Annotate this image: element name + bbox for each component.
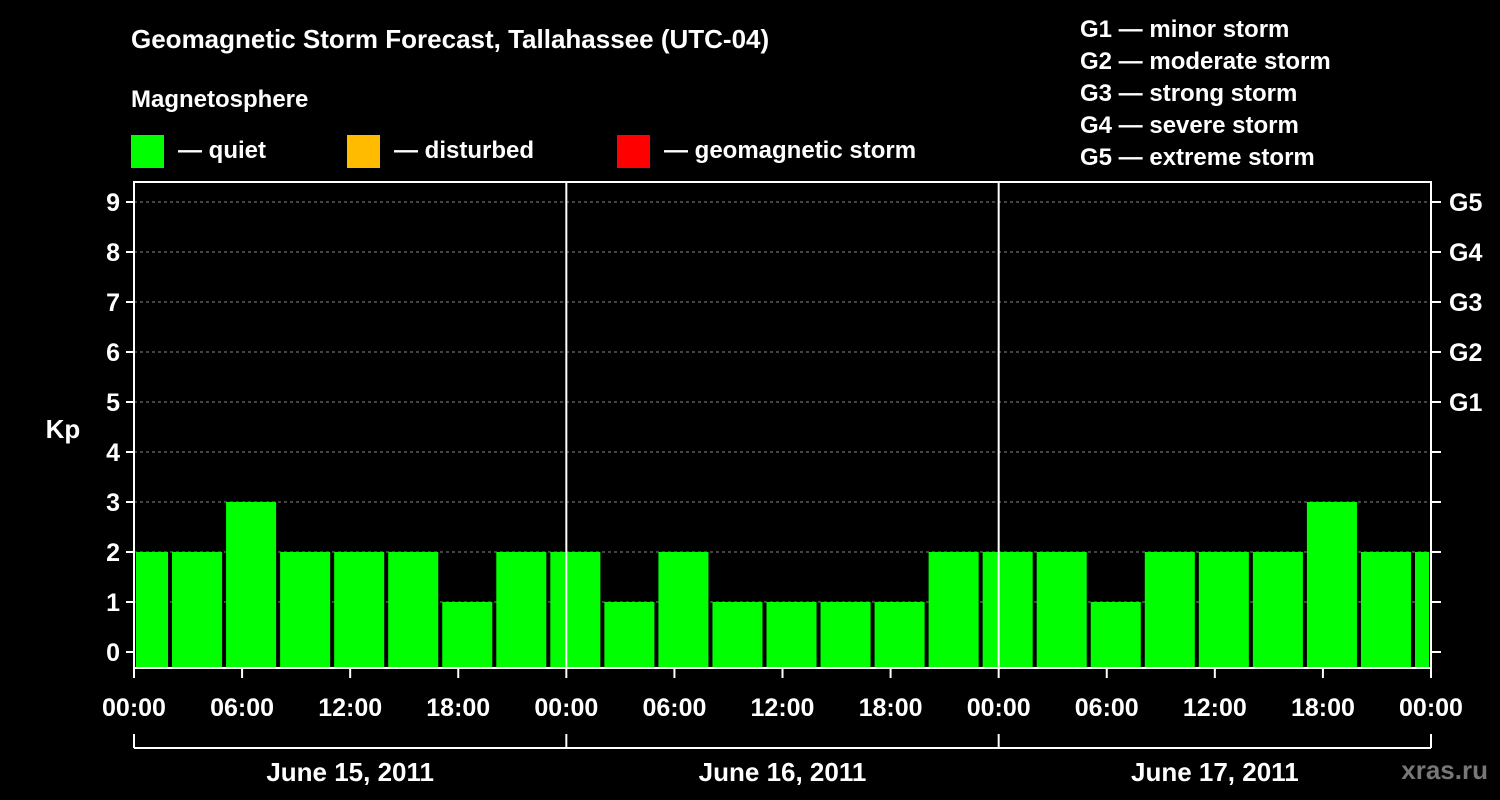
kp-bar <box>1414 552 1429 668</box>
watermark: xras.ru <box>1401 755 1488 785</box>
day-label: June 15, 2011 <box>266 757 434 787</box>
g-scale-item-g5: G5 — extreme storm <box>1080 144 1315 171</box>
kp-bar <box>280 552 331 668</box>
y-tick-label: 8 <box>106 239 120 267</box>
x-tick-label: 18:00 <box>426 694 490 722</box>
y-tick-label: 7 <box>106 289 120 317</box>
g-scale-item-g2: G2 — moderate storm <box>1080 48 1331 75</box>
legend-label-quiet: — quiet <box>178 137 266 164</box>
y-tick-label: 2 <box>106 539 120 567</box>
legend-swatch-disturbed <box>347 134 380 168</box>
kp-bar <box>1090 602 1141 668</box>
legend-label-storm: — geomagnetic storm <box>664 137 917 164</box>
kp-bar <box>604 602 655 668</box>
g-axis-label: G2 <box>1449 339 1482 367</box>
x-tick-label: 00:00 <box>1399 694 1463 722</box>
y-tick-label: 9 <box>106 189 120 217</box>
kp-bar <box>496 552 547 668</box>
g-axis-label: G4 <box>1449 239 1482 267</box>
g-axis-label: G1 <box>1449 389 1482 417</box>
kp-bar <box>1306 502 1357 668</box>
x-tick-label: 00:00 <box>967 694 1031 722</box>
y-tick-label: 4 <box>106 439 120 467</box>
g-scale-item-g1: G1 — minor storm <box>1080 16 1290 43</box>
y-tick-label: 5 <box>106 389 120 417</box>
kp-bar <box>1252 552 1303 668</box>
kp-bar <box>712 602 763 668</box>
day-label: June 17, 2011 <box>1131 757 1299 787</box>
kp-bar <box>388 552 439 668</box>
x-tick-label: 06:00 <box>642 694 706 722</box>
kp-bar <box>226 502 277 668</box>
y-tick-label: 0 <box>106 639 120 667</box>
y-tick-label: 6 <box>106 339 120 367</box>
g-scale-item-g3: G3 — strong storm <box>1080 80 1298 107</box>
y-tick-label: 1 <box>106 589 120 617</box>
kp-bar <box>1198 552 1249 668</box>
kp-bar <box>442 602 493 668</box>
x-tick-label: 12:00 <box>318 694 382 722</box>
kp-bar <box>766 602 817 668</box>
x-tick-label: 12:00 <box>1183 694 1247 722</box>
x-tick-label: 06:00 <box>210 694 274 722</box>
legend-item-storm: — geomagnetic storm <box>617 134 916 168</box>
kp-bar <box>136 552 169 668</box>
kp-bar <box>658 552 709 668</box>
x-tick-label: 00:00 <box>102 694 166 722</box>
x-tick-label: 00:00 <box>534 694 598 722</box>
legend-swatch-quiet <box>131 134 164 168</box>
kp-bar <box>874 602 925 668</box>
kp-bar <box>172 552 223 668</box>
x-tick-label: 06:00 <box>1075 694 1139 722</box>
y-tick-label: 3 <box>106 489 120 517</box>
kp-bar <box>928 552 979 668</box>
kp-bar <box>1144 552 1195 668</box>
x-tick-label: 12:00 <box>751 694 815 722</box>
g-axis-label: G3 <box>1449 289 1482 317</box>
kp-bar <box>1360 552 1411 668</box>
y-axis-label: Kp <box>46 414 81 444</box>
g-scale-item-g4: G4 — severe storm <box>1080 112 1299 139</box>
g-axis-label: G5 <box>1449 189 1482 217</box>
x-tick-label: 18:00 <box>859 694 923 722</box>
magnetosphere-label: Magnetosphere <box>131 86 309 113</box>
kp-bar <box>1036 552 1087 668</box>
day-label: June 16, 2011 <box>699 757 867 787</box>
legend-item-disturbed: — disturbed <box>347 134 534 168</box>
chart-title: Geomagnetic Storm Forecast, Tallahassee … <box>131 24 770 54</box>
legend-label-disturbed: — disturbed <box>394 137 535 164</box>
kp-bar <box>334 552 385 668</box>
legend-item-quiet: — quiet <box>131 134 266 168</box>
kp-bar <box>820 602 871 668</box>
x-tick-label: 18:00 <box>1291 694 1355 722</box>
g-scale-legend: G1 — minor storm G2 — moderate storm G3 … <box>1080 14 1331 174</box>
kp-bar <box>550 552 601 668</box>
kp-bar <box>982 552 1033 668</box>
legend-swatch-storm <box>617 134 650 168</box>
